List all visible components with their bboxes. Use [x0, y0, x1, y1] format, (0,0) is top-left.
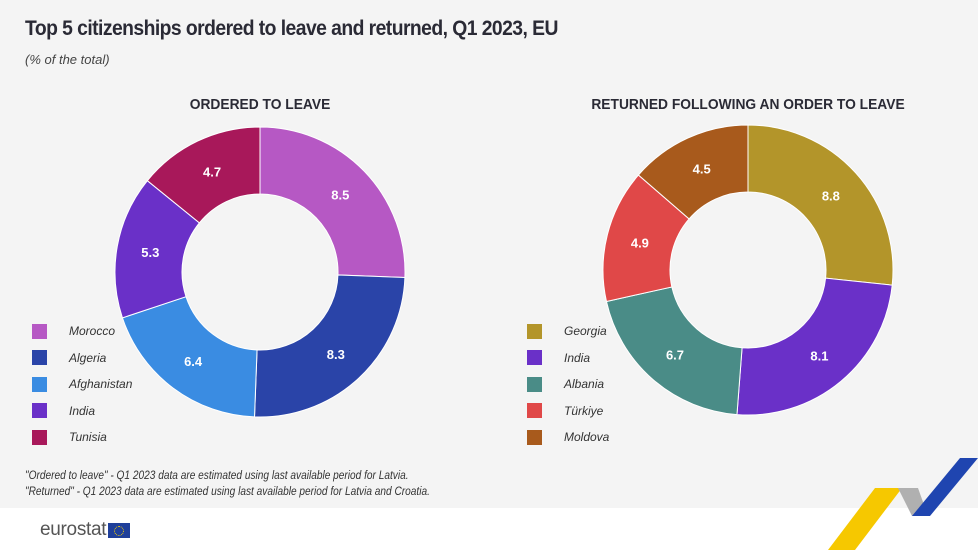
legend-label: Albania: [564, 377, 605, 392]
legend-ordered: Morocco Algeria Afghanistan India Tunisia: [32, 318, 132, 451]
legend-swatch: [32, 376, 47, 392]
legend-label: Georgia: [564, 324, 607, 339]
legend-item[interactable]: India: [32, 398, 132, 425]
legend-item[interactable]: Türkiye: [527, 398, 609, 425]
legend-swatch: [32, 323, 47, 339]
donut-slice-albania[interactable]: [605, 286, 743, 416]
donut-slice-tunisia[interactable]: [146, 126, 261, 224]
data-label: 8.1: [810, 349, 828, 364]
donut-charts: 8.5 8.3 6.4 5.3 4.7 8.8 8.1 6.7 4.9 4.5: [114, 124, 894, 418]
legend-label: Türkiye: [564, 403, 604, 418]
decorative-ribbon-icon: [828, 458, 978, 550]
legend-label: Tunisia: [69, 430, 107, 445]
donut-slice-georgia[interactable]: [747, 124, 894, 286]
legend-swatch: [32, 429, 47, 445]
donut-slice-india[interactable]: [736, 277, 893, 416]
donut-slice-morocco[interactable]: [259, 126, 406, 279]
footnote-ordered: "Ordered to leave" - Q1 2023 data are es…: [25, 470, 409, 482]
legend-swatch: [527, 323, 542, 339]
chart-title-returned: RETURNED FOLLOWING AN ORDER TO LEAVE: [591, 96, 905, 113]
data-label: 6.7: [666, 347, 684, 362]
legend-label: India: [564, 350, 591, 365]
eurostat-logo: eurostat: [40, 519, 131, 541]
legend-item[interactable]: Morocco: [32, 318, 132, 345]
legend-item[interactable]: Algeria: [32, 345, 132, 372]
legend-returned: Georgia India Albania Türkiye Moldova: [527, 318, 609, 451]
page-title: Top 5 citizenships ordered to leave and …: [25, 17, 558, 40]
legend-label: Afghanistan: [69, 377, 133, 392]
logo-text: eurostat: [40, 519, 107, 540]
legend-label: Moldova: [564, 430, 610, 445]
data-label: 8.8: [822, 188, 840, 203]
eu-flag-icon: [108, 522, 131, 538]
legend-item[interactable]: Afghanistan: [32, 371, 132, 398]
legend-item[interactable]: Georgia: [527, 318, 609, 345]
legend-swatch: [527, 350, 542, 366]
legend-label: Algeria: [69, 350, 107, 365]
legend-label: Morocco: [69, 324, 116, 339]
legend-swatch: [32, 403, 47, 419]
legend-swatch: [32, 350, 47, 366]
legend-swatch: [527, 429, 542, 445]
legend-swatch: [527, 376, 542, 392]
donut-slice-algeria[interactable]: [253, 274, 406, 418]
legend-item[interactable]: Tunisia: [32, 424, 132, 451]
legend-item[interactable]: Moldova: [527, 424, 609, 451]
data-label: 4.7: [203, 164, 221, 179]
chart-title-ordered: ORDERED TO LEAVE: [189, 96, 331, 113]
subtitle: (% of the total): [25, 52, 110, 67]
data-label: 8.3: [327, 347, 345, 362]
data-label: 4.9: [631, 236, 649, 251]
legend-item[interactable]: India: [527, 345, 609, 372]
legend-swatch: [527, 403, 542, 419]
donut-slice-afghanistan[interactable]: [121, 296, 258, 418]
footnote-returned: "Returned" - Q1 2023 data are estimated …: [25, 486, 430, 498]
donut-slice-moldova[interactable]: [637, 124, 749, 220]
data-label: 6.4: [184, 354, 203, 369]
legend-item[interactable]: Albania: [527, 371, 609, 398]
data-label: 4.5: [693, 162, 711, 177]
data-label: 5.3: [141, 245, 159, 260]
legend-label: India: [69, 403, 96, 418]
data-label: 8.5: [331, 188, 349, 203]
